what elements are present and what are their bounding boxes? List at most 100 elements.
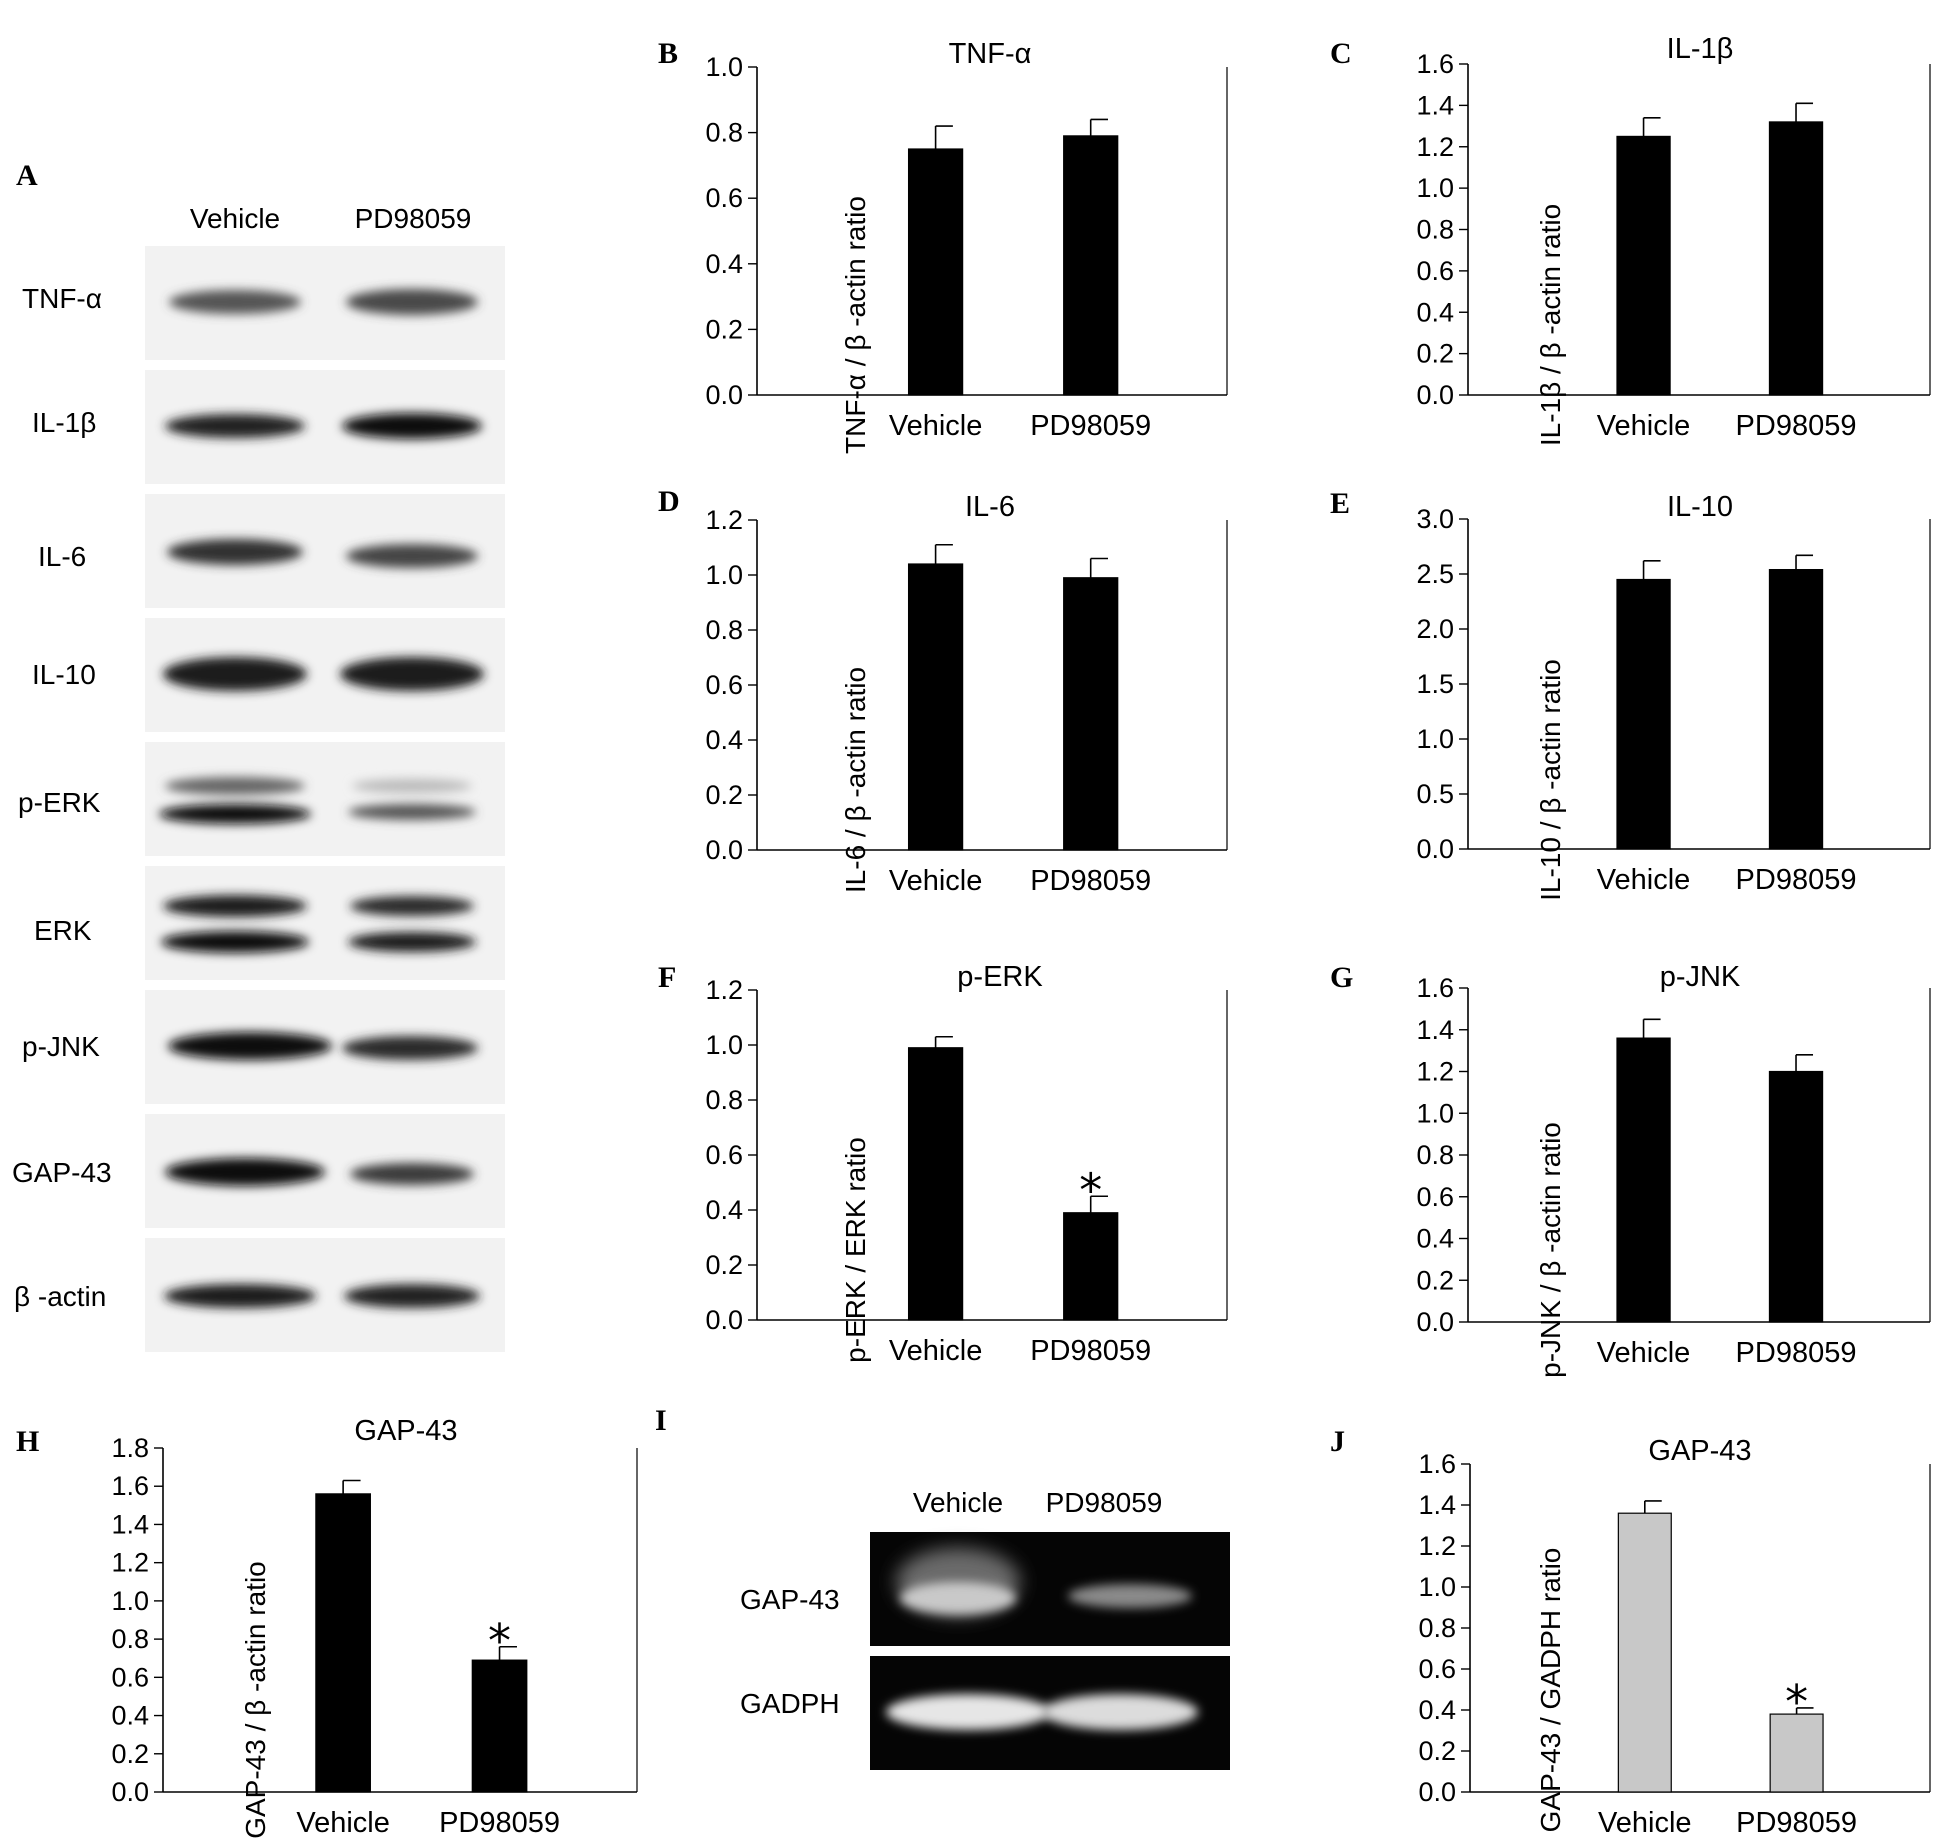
chart-title: GAP-43 <box>354 1415 457 1447</box>
y-tick-label: 1.2 <box>705 975 743 1005</box>
panel-i-label: I <box>655 1404 667 1437</box>
y-tick-label: 0.0 <box>705 380 743 410</box>
y-tick-label: 0.4 <box>1416 1224 1454 1254</box>
panel-label: G <box>1330 961 1353 994</box>
x-tick-label: Vehicle <box>889 1335 983 1367</box>
y-tick-label: 0.6 <box>705 1140 743 1170</box>
gel-row-label-gap-43: GAP-43 <box>740 1584 840 1615</box>
panel-label: E <box>1330 487 1350 520</box>
blot-band <box>348 804 476 820</box>
y-tick-label: 1.4 <box>1418 1490 1456 1520</box>
significance-asterisk: * <box>1079 1163 1102 1217</box>
y-axis-label: IL-10 / β -actin ratio <box>1535 659 1566 901</box>
y-tick-label: 1.2 <box>111 1548 149 1578</box>
y-axis-label: TNF-α / β -actin ratio <box>840 196 871 454</box>
blot-band <box>340 657 484 691</box>
chart-title: GAP-43 <box>1648 1435 1751 1467</box>
blot-band <box>344 1284 480 1308</box>
y-tick-label: 0.6 <box>705 670 743 700</box>
blot-row-label-il-10: IL-10 <box>32 659 96 690</box>
gel-band <box>1042 1694 1198 1730</box>
gel-lane-label-vehicle: Vehicle <box>913 1487 1003 1518</box>
x-tick-label: Vehicle <box>889 865 983 897</box>
bar-vehicle <box>1616 135 1671 396</box>
panel-label: C <box>1330 37 1352 70</box>
y-tick-label: 0.2 <box>1416 339 1454 369</box>
blot-row-label-gap-43: GAP-43 <box>12 1157 112 1188</box>
blot-band <box>169 290 301 314</box>
y-tick-label: 1.0 <box>705 1030 743 1060</box>
y-axis-label: p-ERK / ERK ratio <box>840 1137 871 1363</box>
blot-band <box>346 544 478 568</box>
blot-band <box>159 804 311 824</box>
blot-lane-label-vehicle: Vehicle <box>190 203 280 234</box>
y-tick-label: 0.2 <box>705 780 743 810</box>
chart-b: B 0.0 0.2 0.4 0.6 0.8 1.0 TNF-α TNF-α / β -actin… <box>658 37 1228 454</box>
y-tick-label: 1.4 <box>1416 90 1454 120</box>
x-tick-label: Vehicle <box>1597 1337 1691 1369</box>
chart-title: IL-1β <box>1667 33 1734 65</box>
y-tick-label: 1.0 <box>111 1586 149 1616</box>
y-tick-label: 1.2 <box>705 505 743 535</box>
x-tick-label: Vehicle <box>296 1807 390 1839</box>
y-tick-label: 2.5 <box>1416 559 1454 589</box>
y-tick-label: 0.0 <box>1416 834 1454 864</box>
x-tick-label: PD98059 <box>1030 1335 1151 1367</box>
y-axis-label: IL-1β / β -actin ratio <box>1535 204 1566 446</box>
gel-row-label-gadph: GADPH <box>740 1688 840 1719</box>
y-tick-label: 1.0 <box>705 52 743 82</box>
y-tick-label: 0.5 <box>1416 779 1454 809</box>
y-tick-label: 0.8 <box>1416 215 1454 245</box>
chart-title: TNF-α <box>949 38 1032 70</box>
bar-pd98059 <box>1768 121 1824 396</box>
blot-row-label-erk: ERK <box>34 915 92 946</box>
y-axis-label: GAP-43 / GADPH ratio <box>1535 1548 1566 1833</box>
y-tick-label: 2.0 <box>1416 614 1454 644</box>
x-tick-label: PD98059 <box>1736 1807 1857 1839</box>
x-tick-label: PD98059 <box>1030 865 1151 897</box>
x-tick-label: PD98059 <box>1030 410 1151 442</box>
significance-asterisk: * <box>488 1614 511 1668</box>
y-tick-label: 0.8 <box>111 1624 149 1654</box>
blot-band <box>165 1158 325 1186</box>
blot-row-label-il-1beta: IL-1β <box>32 407 96 438</box>
chart-g: G 0.0 0.2 0.4 0.6 0.8 1.0 1.2 1.4 1.6 p-JNK p-JNK /… <box>1330 961 1931 1378</box>
y-tick-label: 0.8 <box>705 1085 743 1115</box>
blot-row-label-p-erk: p-ERK <box>18 787 101 818</box>
bar-pd98059 <box>1768 568 1824 850</box>
bar-pd98059 <box>471 1659 528 1793</box>
blot-strip-p-erk <box>145 742 505 856</box>
y-tick-label: 0.2 <box>705 1250 743 1280</box>
y-tick-label: 1.6 <box>1416 973 1454 1003</box>
blot-band <box>350 896 474 916</box>
x-tick-label: Vehicle <box>1597 864 1691 896</box>
y-tick-label: 0.4 <box>705 725 743 755</box>
y-tick-label: 1.4 <box>111 1509 149 1539</box>
y-tick-label: 3.0 <box>1416 504 1454 534</box>
blot-row-label-p-jnk: p-JNK <box>22 1031 100 1062</box>
blot-row-label-tnf-alpha: TNF-α <box>22 283 102 314</box>
bar-vehicle <box>907 1047 964 1321</box>
y-tick-label: 0.0 <box>1418 1777 1456 1807</box>
y-tick-label: 0.4 <box>1418 1695 1456 1725</box>
y-tick-label: 0.2 <box>111 1739 149 1769</box>
gel-lane-label-pd98059: PD98059 <box>1046 1487 1163 1518</box>
y-tick-label: 1.0 <box>1418 1572 1456 1602</box>
bar-pd98059 <box>1063 577 1119 851</box>
blot-row-label-beta-actin: β -actin <box>14 1281 106 1312</box>
chart-j: J 0.0 0.2 0.4 0.6 0.8 1.0 1.2 1.4 1.6 GAP-43 GAP-43… <box>1330 1425 1931 1839</box>
gel-band <box>886 1694 1050 1730</box>
blot-band <box>168 1032 332 1060</box>
y-axis-label: p-JNK / β -actin ratio <box>1535 1122 1566 1378</box>
y-tick-label: 1.6 <box>1416 49 1454 79</box>
panel-a-label: A <box>16 159 38 192</box>
y-tick-label: 0.0 <box>705 835 743 865</box>
chart-h: H 0.0 0.2 0.4 0.6 0.8 1.0 1.2 1.4 1.6 1.8 GAP-43 GAP… <box>16 1415 638 1839</box>
bar-vehicle <box>1617 1512 1672 1793</box>
x-tick-label: PD98059 <box>1736 1337 1857 1369</box>
y-tick-label: 1.0 <box>1416 724 1454 754</box>
y-tick-label: 0.6 <box>111 1662 149 1692</box>
y-tick-label: 0.2 <box>1416 1265 1454 1295</box>
y-tick-label: 0.6 <box>1416 256 1454 286</box>
y-tick-label: 0.8 <box>705 615 743 645</box>
